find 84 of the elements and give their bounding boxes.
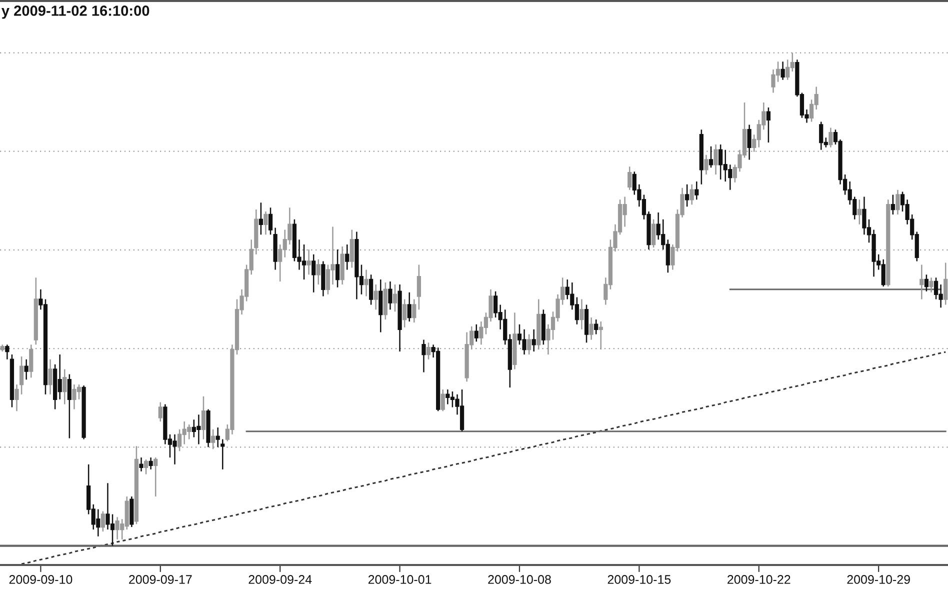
candlestick [312, 254, 316, 293]
candlestick [747, 124, 752, 160]
x-tick-label: 2009-10-08 [488, 575, 551, 584]
candlestick [350, 229, 354, 268]
candlestick [34, 276, 38, 346]
x-tick-label: 2009-10-29 [847, 575, 910, 584]
candlestick [440, 388, 445, 412]
candlestick [422, 339, 426, 373]
candlestick [651, 218, 656, 248]
candlestick [708, 146, 714, 168]
candlestick [5, 344, 10, 360]
candlestick [890, 194, 895, 216]
candlestick [268, 206, 273, 236]
candlestick [594, 318, 598, 335]
candlestick [273, 227, 278, 270]
candlestick [321, 260, 326, 297]
candlestick [407, 292, 412, 322]
candlestick [944, 262, 948, 306]
candlestick [154, 456, 158, 498]
candlestick [416, 264, 421, 310]
candlestick [24, 358, 28, 380]
candlestick [929, 276, 934, 293]
candlestick [48, 358, 52, 396]
candlestick [148, 456, 153, 470]
candlestick [699, 129, 704, 186]
candlestick [258, 202, 263, 236]
candlestick [264, 210, 268, 236]
chart-title: y 2009-11-02 16:10:00 [2, 6, 150, 19]
x-tick-label: 2009-10-01 [368, 575, 432, 584]
candlestick [580, 298, 584, 330]
candlestick [139, 456, 144, 472]
candlestick [766, 106, 771, 144]
candlestick [378, 278, 383, 333]
candlestick [206, 408, 210, 448]
candlestick [690, 184, 694, 206]
candlestick [628, 166, 632, 190]
candlestick [527, 334, 532, 356]
candlestick [584, 304, 589, 344]
candlestick [316, 258, 320, 286]
candlestick [374, 284, 378, 310]
candlestick [67, 374, 72, 439]
candlestick [474, 324, 478, 342]
x-tick-label: 2009-09-24 [248, 575, 312, 584]
candlestick [144, 458, 148, 475]
candlestick [402, 298, 407, 328]
candlestick [896, 189, 900, 216]
x-tick-label: 2009-10-22 [728, 575, 790, 584]
candlestick [685, 184, 690, 208]
candlestick [920, 264, 924, 300]
candlestick [388, 280, 392, 310]
candlestick [426, 342, 431, 360]
candlestick [704, 154, 708, 176]
candlestick [369, 274, 374, 306]
candlestick [14, 384, 19, 412]
candlestick [345, 244, 350, 270]
x-tick-label: 2009-09-17 [129, 575, 192, 584]
candlestick [82, 384, 86, 440]
candlestick [398, 284, 402, 352]
candlestick [201, 396, 206, 440]
candlestick [541, 308, 546, 346]
candlestick [364, 269, 368, 297]
candlestick [536, 298, 541, 350]
candlestick [780, 61, 785, 81]
candlestick [392, 284, 398, 312]
candlestick [19, 356, 24, 396]
candlestick [158, 402, 162, 422]
candlestick [857, 199, 862, 225]
candlestick [828, 127, 833, 148]
candlestick [220, 438, 225, 470]
candlestick [383, 282, 388, 320]
candlestick [335, 248, 340, 288]
candlestick [130, 496, 134, 528]
candlestick [589, 316, 594, 340]
candlestick [100, 510, 105, 532]
candlestick [62, 368, 67, 405]
candlestick [924, 274, 929, 292]
candlestick [10, 354, 14, 408]
candlestick [216, 426, 220, 448]
candlestick [694, 180, 699, 200]
candlestick [532, 328, 536, 352]
x-tick-label: 2009-09-10 [9, 575, 72, 584]
candlestick [412, 298, 416, 324]
x-tick-label: 2009-10-15 [608, 575, 671, 584]
candlestick [512, 312, 517, 370]
